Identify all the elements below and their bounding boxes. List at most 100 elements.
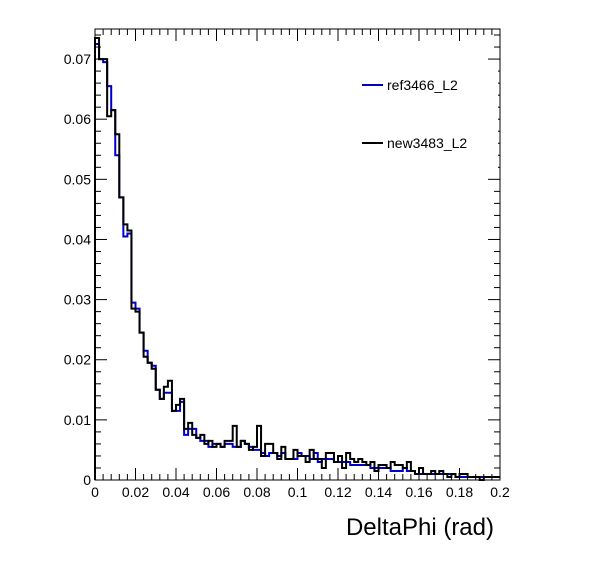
y-tick-label: 0	[83, 472, 91, 488]
histogram-bin	[184, 435, 188, 480]
histogram-bin	[103, 62, 107, 480]
x-tick-label: 0.06	[203, 484, 230, 500]
histogram-bin	[350, 465, 354, 480]
histogram-bin	[233, 447, 237, 480]
x-tick-label: 0.08	[243, 484, 270, 500]
x-tick-label: 0.18	[446, 484, 473, 500]
x-tick-label: 0.1	[288, 484, 308, 500]
x-tick-label: 0.02	[122, 484, 149, 500]
histogram-bin	[277, 459, 281, 480]
histogram-bin	[289, 459, 293, 480]
histogram-bin	[115, 155, 119, 480]
legend-label: new3483_L2	[387, 135, 467, 151]
axis-ticks: 0 0.02 0.04 0.06 0.08 0.1 0.12 0.14 0.16 0.18 0.2 0…	[64, 29, 510, 500]
histogram-bin	[160, 399, 164, 480]
histogram-bin	[148, 363, 152, 480]
histogram-bin	[123, 224, 127, 480]
histogram-bin	[103, 59, 107, 480]
histogram-bin	[354, 465, 358, 480]
x-tick-label: 0.2	[490, 484, 510, 500]
histogram-bin	[196, 438, 200, 480]
histogram-bin	[383, 468, 387, 480]
histogram-bin	[111, 110, 115, 480]
histogram-bin	[391, 471, 395, 480]
histogram-bin	[374, 471, 378, 480]
histogram-bin	[172, 411, 176, 480]
histogram-bin	[395, 465, 399, 480]
histogram-bin	[156, 390, 160, 480]
histogram-bin	[204, 444, 208, 480]
histogram-bin	[160, 399, 164, 480]
histogram-bin	[208, 447, 212, 480]
y-tick-label: 0.05	[64, 171, 91, 187]
series-line	[94, 37, 500, 481]
series-group	[94, 37, 500, 481]
histogram-bin	[261, 453, 265, 480]
y-tick-label: 0.07	[64, 51, 91, 67]
histogram-bin	[322, 468, 326, 480]
histogram-bin	[269, 453, 273, 480]
histogram-bin	[176, 411, 180, 480]
x-axis-title: DeltaPhi (rad)	[346, 514, 494, 541]
histogram-bin	[136, 312, 140, 480]
x-tick-label: 0.14	[365, 484, 392, 500]
histogram-bin	[285, 459, 289, 480]
y-tick-label: 0.03	[64, 292, 91, 308]
histogram-bin	[200, 441, 204, 480]
histogram-bin	[217, 444, 221, 480]
x-tick-label: 0.12	[324, 484, 351, 500]
y-tick-label: 0.02	[64, 352, 91, 368]
legend-box	[358, 60, 498, 172]
histogram-bin	[107, 116, 111, 480]
legend-label: ref3466_L2	[387, 77, 458, 93]
histogram-bin	[334, 462, 338, 480]
histogram-bin	[221, 447, 225, 480]
histogram-bin	[237, 447, 241, 480]
histogram-bin	[212, 447, 216, 480]
histogram-bin	[395, 471, 399, 480]
histogram-bin	[131, 303, 135, 480]
histogram-bin	[164, 387, 168, 480]
histogram-bin	[293, 459, 297, 480]
histogram-bin	[253, 450, 257, 480]
histogram-bin	[265, 456, 269, 480]
histogram-bin	[217, 444, 221, 480]
histogram-bin	[136, 309, 140, 480]
histogram-bin	[407, 471, 411, 480]
histogram-bin	[253, 447, 257, 480]
histogram-bin	[148, 363, 152, 480]
legend: ref3466_L2 new3483_L2	[358, 60, 498, 172]
y-tick-label: 0.06	[64, 111, 91, 127]
histogram-bin	[237, 447, 241, 480]
histogram-bin	[119, 197, 123, 480]
histogram-bin	[399, 471, 403, 480]
histogram-bin	[306, 462, 310, 480]
histogram-bin	[164, 393, 168, 480]
histogram-bin	[188, 429, 192, 480]
histogram-bin	[192, 435, 196, 480]
histogram-bin	[111, 110, 115, 480]
histogram-bin	[342, 468, 346, 480]
histogram-bin	[362, 465, 366, 480]
x-tick-label: 0.16	[405, 484, 432, 500]
y-tick-label: 0.04	[64, 231, 91, 247]
histogram-bin	[249, 450, 253, 480]
histogram-bin	[156, 390, 160, 480]
histogram-bin	[99, 59, 103, 480]
histogram-bin	[358, 465, 362, 480]
histogram-bin	[131, 309, 135, 480]
histogram-bin	[285, 459, 289, 480]
histogram-bin	[289, 459, 293, 480]
histogram-bin	[229, 444, 233, 480]
series-new3483_L2	[94, 37, 500, 481]
x-tick-label: 0	[91, 484, 99, 500]
histogram-bin	[184, 429, 188, 480]
histogram-bin	[221, 447, 225, 480]
histogram-bin	[261, 456, 265, 480]
histogram-bin	[334, 462, 338, 480]
histogram-bin	[123, 236, 127, 480]
histogram-bin	[172, 411, 176, 480]
histogram-bin	[212, 444, 216, 480]
histogram-bin	[119, 197, 123, 480]
